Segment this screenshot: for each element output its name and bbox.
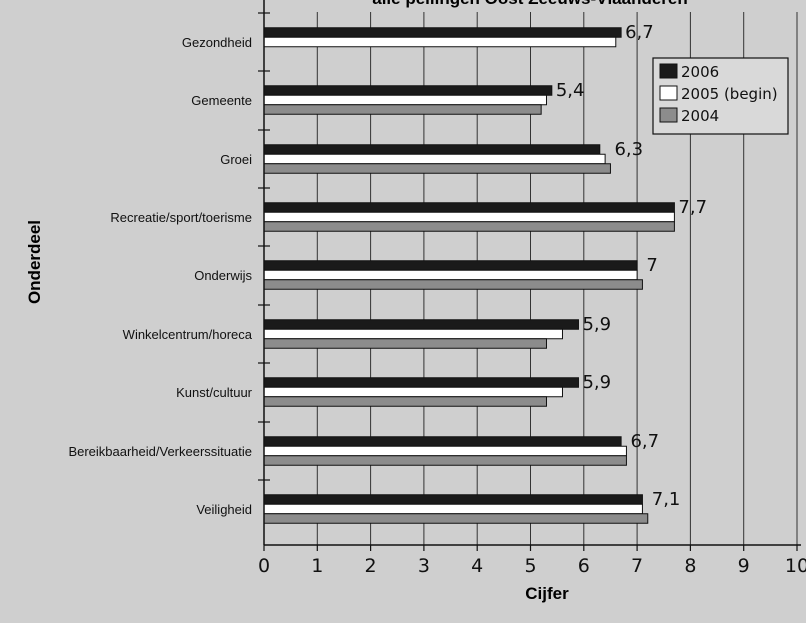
data-label: 6,7 [625, 22, 654, 43]
bar [263, 221, 675, 232]
legend-swatch [659, 85, 678, 101]
bar [263, 386, 563, 398]
bar [263, 163, 611, 174]
category-label: Kunst/cultuur [176, 385, 253, 400]
bar [263, 445, 627, 457]
bar [263, 36, 617, 48]
bar [263, 144, 601, 155]
bar [263, 104, 542, 115]
bar [263, 279, 643, 290]
legend-label: 2005 (begin) [681, 85, 778, 103]
x-tick-label: 0 [258, 555, 270, 577]
category-label: Gezondheid [182, 35, 252, 50]
category-label: Veiligheid [196, 502, 252, 517]
category-label: Winkelcentrum/horeca [123, 327, 253, 342]
bars [263, 27, 675, 524]
legend-swatch [659, 107, 678, 123]
bar [263, 513, 649, 524]
legend-label: 2006 [681, 63, 719, 81]
x-tick-label: 4 [471, 555, 483, 577]
bar [263, 494, 643, 505]
x-tick-label: 5 [524, 555, 536, 577]
category-label: Onderwijs [194, 268, 252, 283]
bar [263, 319, 579, 330]
bar [263, 27, 622, 38]
category-label: Bereikbaarheid/Verkeerssituatie [68, 444, 252, 459]
data-label: 7 [646, 255, 657, 276]
data-label: 5,9 [582, 314, 611, 335]
data-label: 7,7 [678, 197, 707, 218]
bar [263, 503, 643, 515]
category-label: Groei [220, 152, 252, 167]
data-labels: 6,7 5,4 6,3 7,7 7 5,9 5,9 6,7 7,1 [556, 22, 707, 510]
x-tick-label: 10 [785, 555, 806, 577]
bar [263, 377, 579, 388]
bar [263, 202, 675, 213]
chart-title: alle peilingen Oost Zeeuws-Vlaanderen [372, 0, 688, 8]
legend-label: 2004 [681, 107, 719, 125]
x-tick-label: 3 [418, 555, 430, 577]
x-tick-label: 6 [578, 555, 590, 577]
legend-swatch [659, 63, 678, 79]
data-label: 5,4 [556, 80, 585, 101]
x-tick-label: 2 [365, 555, 377, 577]
bar [263, 269, 638, 281]
bar [263, 94, 547, 106]
x-tick-label: 8 [684, 555, 696, 577]
data-label: 6,7 [630, 431, 659, 452]
bar [263, 328, 563, 340]
legend: 2006 2005 (begin) 2004 [652, 57, 789, 135]
category-label: Recreatie/sport/toerisme [110, 210, 252, 225]
data-label: 7,1 [652, 489, 681, 510]
bar [263, 153, 606, 165]
bar [263, 260, 638, 271]
x-tick-label: 1 [311, 555, 323, 577]
x-tick-label: 9 [738, 555, 750, 577]
bar [263, 436, 622, 447]
category-label: Gemeente [191, 93, 252, 108]
bar [263, 455, 627, 466]
bar [263, 85, 553, 96]
bar [263, 338, 547, 349]
x-tick-label: 7 [631, 555, 643, 577]
x-axis-title: Cijfer [525, 584, 569, 603]
x-tick-labels: 0 1 2 3 4 5 6 7 8 9 10 [258, 555, 806, 577]
data-label: 5,9 [582, 372, 611, 393]
y-axis-title: Onderdeel [25, 220, 44, 304]
bar [263, 396, 547, 407]
data-label: 6,3 [614, 139, 643, 160]
category-labels: Gezondheid Gemeente Groei Recreatie/sport/t… [68, 35, 252, 517]
bar [263, 211, 675, 223]
axes [258, 0, 801, 551]
